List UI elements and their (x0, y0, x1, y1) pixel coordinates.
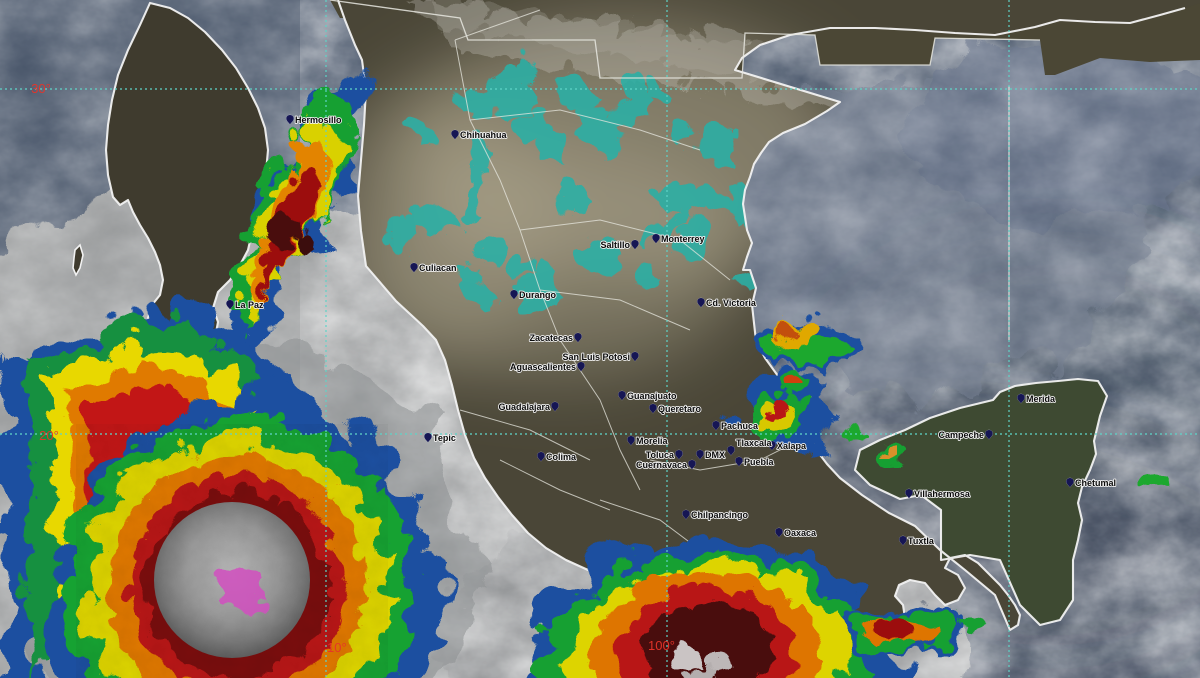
svg-text:Hermosillo: Hermosillo (295, 115, 342, 125)
svg-text:Toluca: Toluca (646, 450, 675, 460)
svg-text:Cuernavaca: Cuernavaca (636, 460, 688, 470)
svg-text:Oaxaca: Oaxaca (784, 528, 817, 538)
svg-text:Campeche: Campeche (938, 430, 984, 440)
svg-text:Chetumal: Chetumal (1075, 478, 1116, 488)
svg-text:San Luis Potosi: San Luis Potosi (562, 352, 630, 362)
svg-text:Chilpancingo: Chilpancingo (691, 510, 748, 520)
svg-text:Saltillo: Saltillo (600, 240, 630, 250)
svg-text:Pachuca: Pachuca (721, 421, 759, 431)
svg-text:Culiacan: Culiacan (419, 263, 457, 273)
svg-text:Durango: Durango (519, 290, 557, 300)
svg-text:Xalapa: Xalapa (777, 441, 807, 451)
svg-text:Guanajuato: Guanajuato (627, 391, 677, 401)
svg-text:Morelia: Morelia (636, 436, 669, 446)
svg-text:Cd. Victoria: Cd. Victoria (706, 298, 757, 308)
svg-text:Villahermosa: Villahermosa (914, 489, 971, 499)
svg-text:Guadalajara: Guadalajara (498, 402, 551, 412)
svg-text:Merida: Merida (1026, 394, 1056, 404)
svg-text:30°: 30° (31, 81, 51, 96)
svg-text:Chihuahua: Chihuahua (460, 130, 507, 140)
svg-text:Tlaxcala: Tlaxcala (736, 438, 773, 448)
svg-text:Tepic: Tepic (433, 433, 456, 443)
svg-text:Tuxtla: Tuxtla (908, 536, 935, 546)
svg-text:DMX: DMX (705, 450, 725, 460)
svg-text:La Paz: La Paz (235, 300, 264, 310)
svg-text:20°: 20° (39, 428, 59, 443)
svg-text:100°: 100° (648, 638, 675, 653)
svg-text:Colima: Colima (546, 452, 577, 462)
svg-text:Queretaro: Queretaro (658, 404, 702, 414)
svg-text:10°: 10° (327, 640, 347, 655)
svg-text:Puebla: Puebla (744, 457, 775, 467)
svg-text:Zacatecas: Zacatecas (529, 333, 573, 343)
svg-text:Aguascalientes: Aguascalientes (510, 362, 576, 372)
svg-text:Monterrey: Monterrey (661, 234, 705, 244)
